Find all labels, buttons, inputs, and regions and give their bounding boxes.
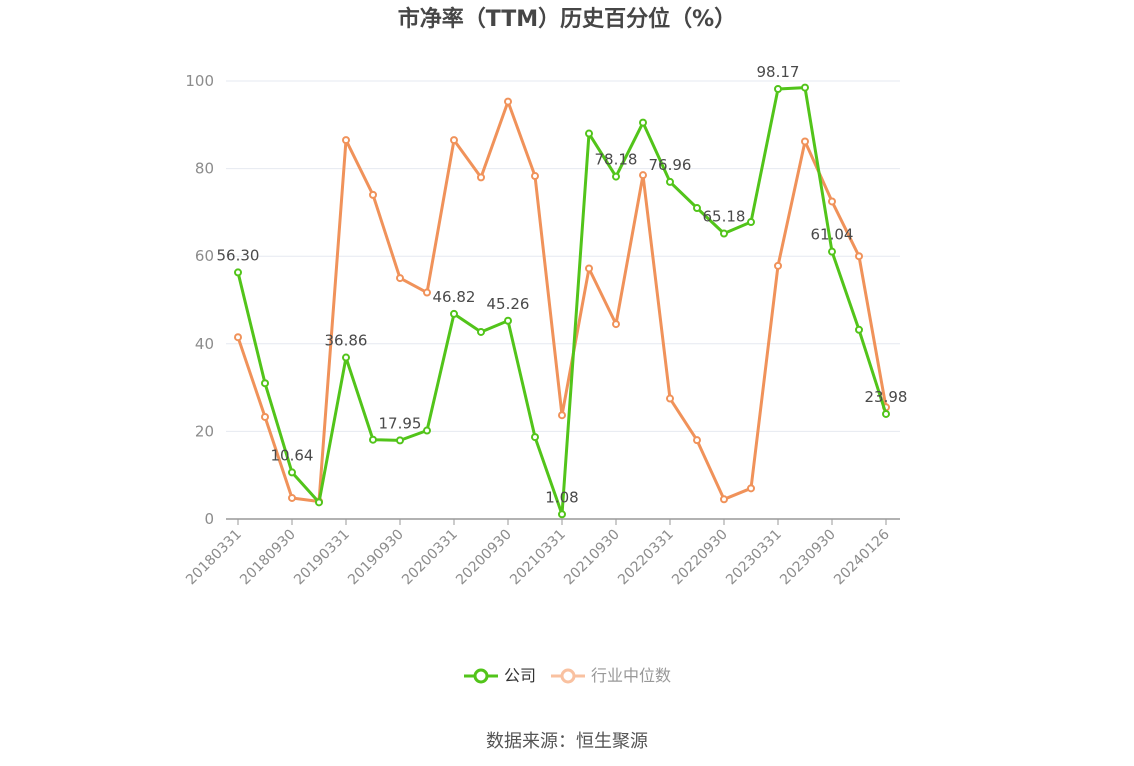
data-point[interactable] xyxy=(882,409,890,418)
data-point[interactable] xyxy=(585,264,593,273)
data-point[interactable] xyxy=(666,394,674,403)
data-label: 61.04 xyxy=(811,226,854,244)
legend[interactable]: 公司 行业中位数 xyxy=(464,666,671,685)
data-point[interactable] xyxy=(396,274,404,283)
data-label: 56.30 xyxy=(217,246,260,264)
data-point[interactable] xyxy=(504,97,512,106)
series-line-1 xyxy=(236,100,888,503)
data-point[interactable] xyxy=(639,171,647,180)
data-label: 17.95 xyxy=(379,414,422,432)
data-point[interactable] xyxy=(342,136,350,145)
legend-label-industry-median: 行业中位数 xyxy=(591,666,671,685)
data-labels: 56.30 10.64 36.86 17.95 46.82 45.26 1.08 78.18 7… xyxy=(217,63,908,506)
x-tick-label: 20230331 xyxy=(723,527,785,589)
data-label: 76.96 xyxy=(649,156,692,174)
chart-title: 市净率（TTM）历史百分位（%） xyxy=(398,6,736,32)
y-axis: 0 20 40 60 80 100 xyxy=(185,72,214,528)
data-label: 45.26 xyxy=(487,295,530,313)
data-label: 1.08 xyxy=(545,488,578,506)
data-point[interactable] xyxy=(855,325,863,334)
data-point[interactable] xyxy=(774,85,782,94)
data-point[interactable] xyxy=(450,136,458,145)
data-point[interactable] xyxy=(423,426,431,435)
data-point[interactable] xyxy=(747,484,755,493)
data-point[interactable] xyxy=(369,190,377,199)
legend-marker-industry-median xyxy=(560,668,576,684)
data-point[interactable] xyxy=(450,309,458,318)
legend-label-company: 公司 xyxy=(504,666,536,685)
x-tick-label: 20190930 xyxy=(345,527,407,589)
y-tick-label: 0 xyxy=(204,510,214,528)
y-tick-label: 100 xyxy=(185,72,214,90)
data-point[interactable] xyxy=(234,333,242,342)
data-point[interactable] xyxy=(828,197,836,206)
data-point[interactable] xyxy=(369,435,377,444)
x-tick-label: 20180930 xyxy=(237,527,299,589)
data-label: 10.64 xyxy=(271,446,314,464)
x-tick-label: 20210331 xyxy=(507,527,569,589)
source-note: 数据来源：恒生聚源 xyxy=(486,731,648,752)
data-point[interactable] xyxy=(261,412,269,421)
data-point[interactable] xyxy=(774,261,782,270)
data-point[interactable] xyxy=(531,172,539,181)
data-point[interactable] xyxy=(612,320,620,329)
data-point[interactable] xyxy=(639,118,647,127)
data-point[interactable] xyxy=(477,327,485,336)
data-point[interactable] xyxy=(477,173,485,182)
x-tick-label: 20230930 xyxy=(777,527,839,589)
y-tick-label: 80 xyxy=(195,160,214,178)
data-point[interactable] xyxy=(504,316,512,325)
data-point[interactable] xyxy=(396,436,404,445)
data-point[interactable] xyxy=(720,229,728,238)
data-point[interactable] xyxy=(234,268,242,277)
x-tick-label: 20180331 xyxy=(183,527,245,589)
y-tick-label: 20 xyxy=(195,422,214,440)
y-tick-label: 40 xyxy=(195,335,214,353)
y-tick-label: 60 xyxy=(195,247,214,265)
data-point[interactable] xyxy=(531,433,539,442)
data-point[interactable] xyxy=(801,137,809,146)
x-tick-label: 20200331 xyxy=(399,527,461,589)
data-point[interactable] xyxy=(585,129,593,138)
data-point[interactable] xyxy=(342,353,350,362)
data-label: 23.98 xyxy=(865,388,908,406)
data-label: 36.86 xyxy=(325,332,368,350)
x-tick-label: 20200930 xyxy=(453,527,515,589)
data-point[interactable] xyxy=(288,468,296,477)
data-point[interactable] xyxy=(261,379,269,388)
data-label: 98.17 xyxy=(757,63,800,81)
data-label: 46.82 xyxy=(433,288,476,306)
data-point[interactable] xyxy=(693,204,701,213)
data-point[interactable] xyxy=(666,177,674,186)
legend-item-company[interactable]: 公司 xyxy=(464,666,536,685)
series-layer xyxy=(234,83,890,519)
x-tick-label: 20210930 xyxy=(561,527,623,589)
legend-item-industry-median[interactable]: 行业中位数 xyxy=(551,666,671,685)
data-point[interactable] xyxy=(693,436,701,445)
data-point[interactable] xyxy=(612,172,620,181)
data-point[interactable] xyxy=(558,510,566,519)
data-point[interactable] xyxy=(423,288,431,297)
x-tick-label: 20220331 xyxy=(615,527,677,589)
data-point[interactable] xyxy=(801,83,809,92)
data-point[interactable] xyxy=(288,493,296,502)
data-label: 78.18 xyxy=(595,151,638,169)
data-point[interactable] xyxy=(720,495,728,504)
x-axis: 2018033120180930201903312019093020200331… xyxy=(183,518,900,589)
legend-marker-company xyxy=(473,668,489,684)
data-point[interactable] xyxy=(558,411,566,420)
x-tick-label: 20220930 xyxy=(669,527,731,589)
data-point[interactable] xyxy=(315,498,323,507)
x-tick-label: 20240126 xyxy=(831,526,893,588)
data-point[interactable] xyxy=(828,247,836,256)
data-point[interactable] xyxy=(747,218,755,227)
x-tick-label: 20190331 xyxy=(291,527,353,589)
data-point[interactable] xyxy=(855,252,863,261)
data-label: 65.18 xyxy=(703,208,746,226)
